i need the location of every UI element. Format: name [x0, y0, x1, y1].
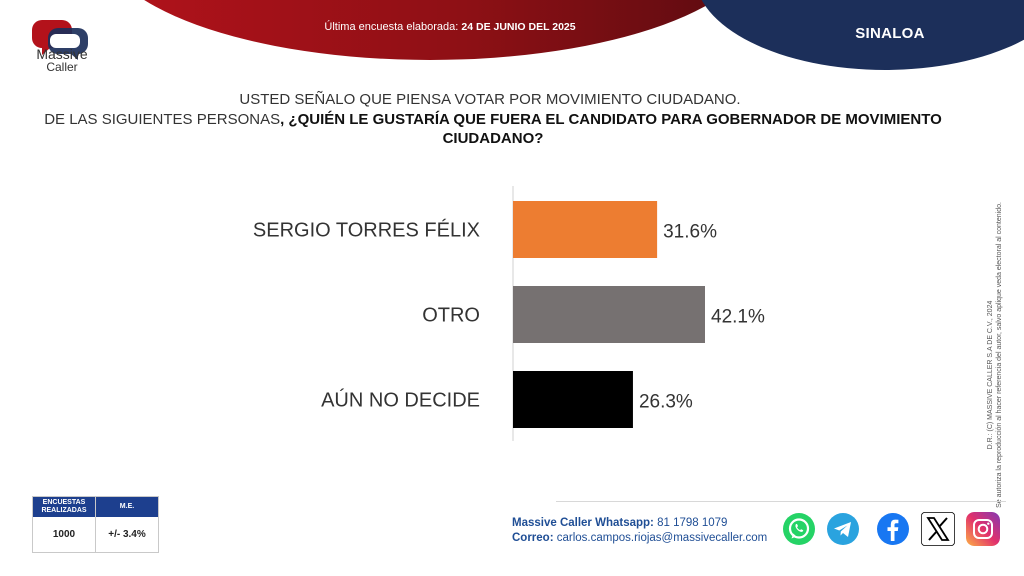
logo-text: Massive Caller — [22, 46, 102, 74]
bar-2 — [513, 371, 633, 428]
stats-value-surveys: 1000 — [52, 529, 76, 540]
footer-divider — [556, 501, 1006, 502]
survey-date-value: 24 DE JUNIO DEL 2025 — [461, 21, 576, 33]
contact-info: Massive Caller Whatsapp: 81 1798 1079 Co… — [512, 516, 767, 546]
value-label-0: 31.6% — [663, 222, 717, 243]
survey-date-label: Última encuesta elaborada: — [324, 21, 459, 33]
category-label-1: OTRO — [422, 305, 480, 327]
value-label-1: 42.1% — [711, 307, 765, 328]
question-line2: DE LAS SIGUIENTES PERSONAS, ¿QUIÉN LE GU… — [8, 110, 978, 148]
whatsapp-number[interactable]: 81 1798 1079 — [657, 517, 728, 529]
instagram-icon[interactable] — [966, 512, 1000, 546]
copyright-notice: D.R.: (C) MASSIVE CALLER S.A DE C.V., 20… — [985, 120, 1005, 508]
logo-line2: Caller — [46, 60, 78, 74]
question-line2-bold: , ¿QUIÉN LE GUSTARÍA QUE FUERA EL CANDID… — [280, 111, 942, 147]
copyright-line2: Se autoriza la reproducción al hacer ref… — [996, 202, 1003, 508]
massive-caller-logo-icon — [32, 20, 88, 60]
survey-stats-table: ENCUESTAS REALIZADAS M.E. 1000 +/- 3.4% — [32, 496, 159, 553]
email-address[interactable]: carlos.campos.riojas@massivecaller.com — [556, 532, 768, 544]
question-line1: USTED SEÑALO QUE PIENSA VOTAR POR MOVIMI… — [239, 91, 741, 108]
x-icon[interactable] — [921, 512, 955, 546]
stats-header-margin: M.E. — [95, 497, 158, 517]
value-label-2: 26.3% — [639, 392, 693, 413]
region-label: SINALOA — [855, 25, 925, 42]
bar-1 — [513, 286, 705, 343]
whatsapp-icon[interactable] — [782, 512, 816, 546]
stats-header-surveys: ENCUESTAS REALIZADAS — [41, 499, 87, 514]
survey-date: Última encuesta elaborada: 24 DE JUNIO D… — [260, 21, 640, 33]
stats-value-margin: +/- 3.4% — [95, 517, 158, 552]
telegram-icon[interactable] — [826, 512, 860, 546]
facebook-icon[interactable] — [876, 512, 910, 546]
whatsapp-label: Massive Caller Whatsapp: — [512, 517, 654, 529]
bar-0 — [513, 201, 658, 258]
category-label-0: SERGIO TORRES FÉLIX — [253, 219, 480, 242]
email-label: Correo: — [512, 532, 554, 544]
copyright-line1: D.R.: (C) MASSIVE CALLER S.A DE C.V., 20… — [987, 301, 994, 450]
category-label-2: AÚN NO DECIDE — [321, 389, 480, 412]
question-line2-prefix: DE LAS SIGUIENTES PERSONAS — [44, 111, 281, 128]
logo-line1: Massive — [36, 46, 88, 62]
